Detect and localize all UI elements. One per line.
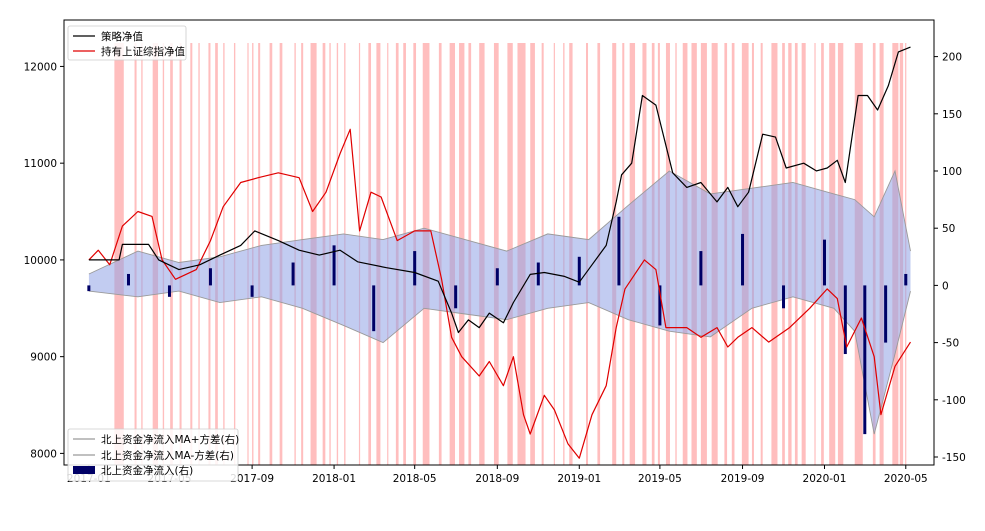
inflow-bar-19 [843,285,847,355]
legend-label-index: 持有上证综指净值 [101,45,185,58]
right-tick-label-3: 0 [942,280,949,292]
inflow-bar-5 [291,262,295,286]
inflow-bar-3 [208,268,212,286]
right-tick-label-2: -50 [942,338,959,350]
x-tick-label-7: 2019-05 [638,473,682,485]
series-line-ma-plus [88,169,911,275]
inflow-bar-16 [741,233,745,286]
x-tick-label-3: 2018-01 [312,473,356,485]
inflow-bar-13 [617,216,621,286]
variance-band-fill [88,171,911,435]
x-tick-label-4: 2018-05 [393,473,437,485]
right-tick-label-4: 50 [942,223,955,235]
left-tick-label-2: 10000 [24,255,57,267]
right-tick-label-1: -100 [942,395,966,407]
legend-upper: 策略净值 持有上证综指净值 [67,25,187,61]
right-tick-label-0: -150 [942,452,966,464]
inflow-bar-22 [904,273,908,286]
right-tick-label-6: 150 [942,109,962,121]
inflow-bar-21 [884,285,888,343]
inflow-bar-15 [699,251,703,286]
inflow-bar-9 [454,285,458,309]
legend-lower: 北上资金净流入MA+方差(右) 北上资金净流入MA-方差(右) 北上资金净流入(… [67,428,239,482]
x-tick-label-5: 2018-09 [475,473,519,485]
left-tick-label-0: 8000 [30,448,57,460]
inflow-bar-4 [250,285,254,297]
shading-region-6 [179,43,182,465]
x-tick-label-8: 2019-09 [721,473,765,485]
inflow-bar-20 [863,285,867,435]
inflow-bar-1 [126,273,130,286]
inflow-bar-6 [332,245,336,286]
inflow-bar-12 [577,256,581,286]
right-tick-label-5: 100 [942,166,962,178]
inflow-bar-7 [372,285,376,332]
left-tick-label-4: 12000 [24,61,57,73]
left-y-axis: 8000 9000 10000 11000 12000 [24,61,64,460]
x-tick-label-6: 2019-01 [557,473,601,485]
right-tick-label-7: 200 [942,52,962,64]
shading-region-10 [215,43,218,465]
left-tick-label-3: 11000 [24,158,57,170]
shading-region-7 [190,43,193,465]
series-line-index-value [88,128,912,459]
plot-frame [63,19,935,466]
series-line-strategy-value [88,46,911,334]
legend-swatch-inflow [73,466,95,474]
variance-band [88,169,911,435]
value-lines [88,46,912,459]
legend-label-inflow: 北上资金净流入(右) [101,464,193,477]
legend-label-strategy: 策略净值 [101,30,143,43]
inflow-bar-0 [87,285,91,292]
shading-region-9 [208,43,211,465]
shading-region-5 [170,43,173,465]
inflow-bar-10 [495,268,499,286]
legend-label-ma-plus: 北上资金净流入MA+方差(右) [101,433,239,446]
shading-region-4 [162,43,165,465]
right-y-axis: -150 -100 -50 0 50 100 150 200 [934,52,966,464]
left-tick-label-1: 9000 [30,352,57,364]
net-inflow-bars [87,216,908,435]
inflow-bar-17 [782,285,786,309]
inflow-bar-14 [658,285,662,326]
inflow-bar-11 [536,262,540,286]
shading-region-8 [198,43,200,465]
x-tick-label-2: 2017-09 [230,473,274,485]
shading-region-11 [223,43,225,465]
inflow-bar-18 [822,239,826,286]
inflow-bar-8 [413,251,417,286]
x-tick-label-10: 2020-05 [884,473,928,485]
x-tick-label-9: 2020-01 [803,473,847,485]
legend-label-ma-minus: 北上资金净流入MA-方差(右) [101,449,234,462]
shading-region-0 [114,43,124,465]
inflow-bar-2 [167,285,171,297]
